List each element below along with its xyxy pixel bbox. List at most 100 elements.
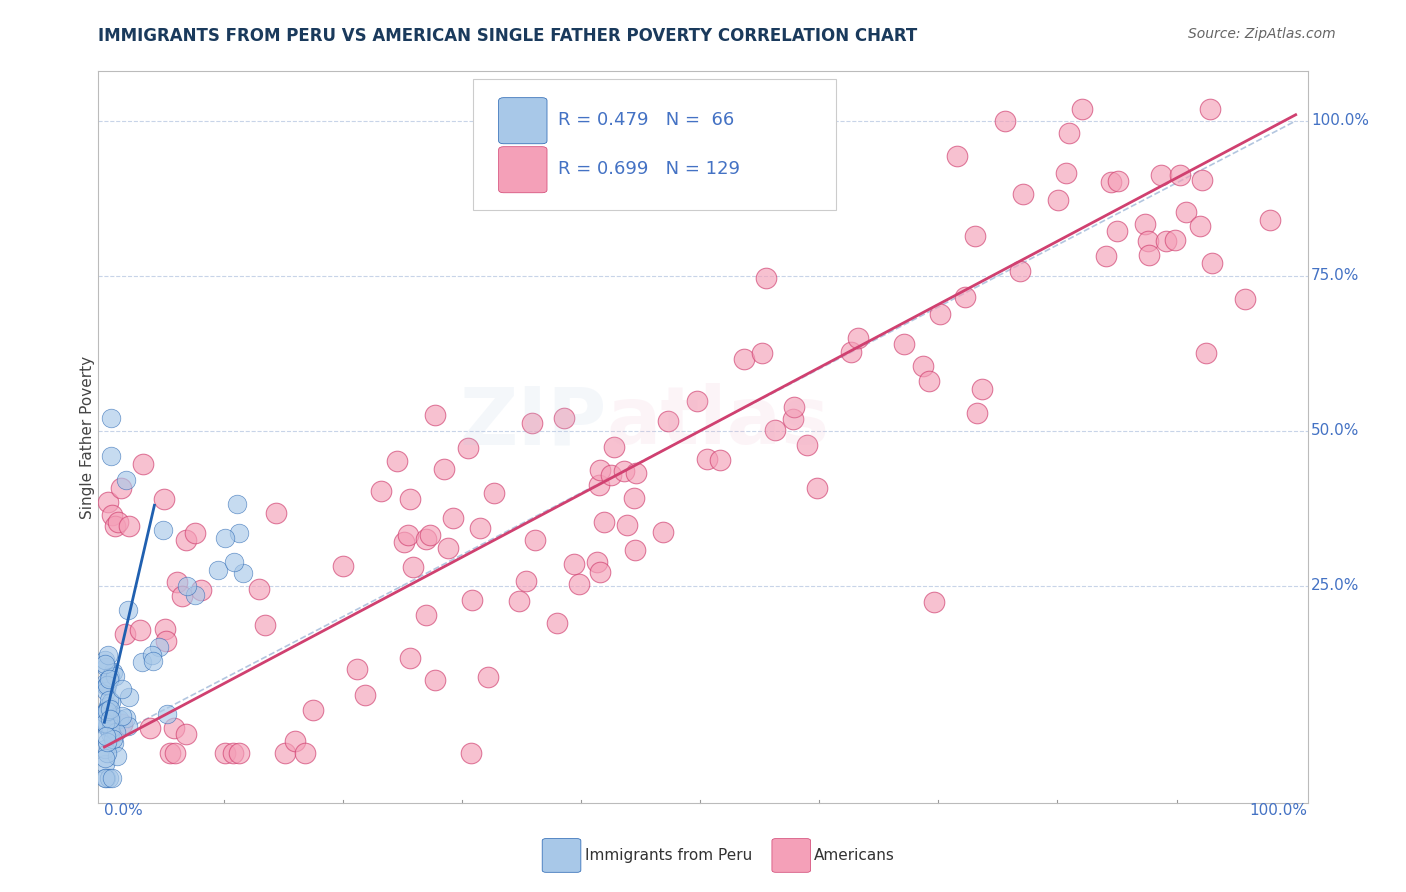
Point xyxy=(1008,264,1031,278)
Point xyxy=(524,533,547,547)
Point xyxy=(174,533,197,548)
Text: Immigrants from Peru: Immigrants from Peru xyxy=(585,848,752,863)
Point xyxy=(96,678,118,692)
Point xyxy=(468,521,491,535)
Point xyxy=(132,457,155,471)
Point xyxy=(98,669,121,683)
Point xyxy=(1137,234,1160,248)
Point xyxy=(966,406,988,420)
Point xyxy=(553,411,575,425)
Point xyxy=(1199,102,1222,116)
Point xyxy=(214,746,236,760)
Point xyxy=(96,735,118,749)
Point xyxy=(415,532,437,546)
Point xyxy=(93,771,115,785)
Point xyxy=(603,440,626,454)
Point xyxy=(624,467,647,481)
Point xyxy=(107,516,129,530)
Point xyxy=(117,519,139,533)
Point xyxy=(96,721,118,735)
Point xyxy=(114,627,136,641)
Point xyxy=(94,679,117,693)
Point xyxy=(94,715,117,730)
Point xyxy=(568,576,591,591)
Point xyxy=(1095,249,1118,263)
Point xyxy=(94,715,117,730)
Point xyxy=(425,408,447,422)
Point xyxy=(100,721,122,735)
Point xyxy=(586,555,609,569)
Point xyxy=(183,587,205,601)
Point xyxy=(96,719,118,733)
Point xyxy=(782,411,804,425)
Point xyxy=(228,525,250,540)
Text: atlas: atlas xyxy=(606,384,830,461)
Point xyxy=(97,771,120,785)
Point xyxy=(97,495,120,509)
Point xyxy=(398,492,420,507)
Point xyxy=(101,731,124,746)
Text: Source: ZipAtlas.com: Source: ZipAtlas.com xyxy=(1188,27,1336,41)
Point xyxy=(163,746,186,760)
Point xyxy=(1070,102,1092,116)
Point xyxy=(508,594,530,608)
Point xyxy=(100,411,122,425)
Point xyxy=(972,382,994,396)
Point xyxy=(184,526,207,541)
Point xyxy=(796,438,818,452)
Point xyxy=(588,477,610,491)
Point xyxy=(117,603,139,617)
Point xyxy=(1149,168,1171,182)
Point xyxy=(94,757,117,772)
Point xyxy=(284,734,307,748)
Point xyxy=(846,331,869,345)
Point xyxy=(141,648,163,663)
Text: IMMIGRANTS FROM PERU VS AMERICAN SINGLE FATHER POVERTY CORRELATION CHART: IMMIGRANTS FROM PERU VS AMERICAN SINGLE … xyxy=(98,27,918,45)
Point xyxy=(763,423,786,437)
Point xyxy=(1195,345,1218,359)
Point xyxy=(155,622,177,636)
Text: R = 0.699   N = 129: R = 0.699 N = 129 xyxy=(558,161,740,178)
Point xyxy=(1133,217,1156,231)
Point xyxy=(101,771,124,785)
Point xyxy=(129,623,152,637)
Text: 100.0%: 100.0% xyxy=(1312,113,1369,128)
Point xyxy=(166,575,188,590)
Point xyxy=(96,705,118,719)
Point xyxy=(1234,293,1257,307)
Point xyxy=(918,374,941,388)
Point xyxy=(152,523,174,537)
Point xyxy=(1012,186,1035,201)
Point xyxy=(94,706,117,720)
Point xyxy=(546,615,568,630)
FancyBboxPatch shape xyxy=(499,146,547,193)
Point xyxy=(1054,166,1077,180)
Text: Americans: Americans xyxy=(814,848,896,863)
Point xyxy=(98,712,121,726)
Point xyxy=(1154,234,1177,248)
Point xyxy=(139,721,162,735)
Point xyxy=(423,673,446,688)
Point xyxy=(1191,172,1213,186)
Point xyxy=(163,722,186,736)
Point xyxy=(222,746,245,760)
Point xyxy=(733,351,755,366)
Point xyxy=(214,531,236,545)
Point xyxy=(142,654,165,668)
Point xyxy=(562,557,585,571)
Point xyxy=(100,707,122,722)
Point xyxy=(929,307,952,321)
Point xyxy=(232,566,254,580)
Point xyxy=(599,467,621,482)
Point xyxy=(94,653,117,667)
Point xyxy=(1105,224,1128,238)
Point xyxy=(97,702,120,716)
Point xyxy=(97,699,120,714)
Point xyxy=(402,559,425,574)
Point xyxy=(114,711,136,725)
Point xyxy=(294,746,316,760)
FancyBboxPatch shape xyxy=(772,838,811,872)
Y-axis label: Single Father Poverty: Single Father Poverty xyxy=(80,356,94,518)
Point xyxy=(98,726,121,740)
Point xyxy=(419,528,441,542)
